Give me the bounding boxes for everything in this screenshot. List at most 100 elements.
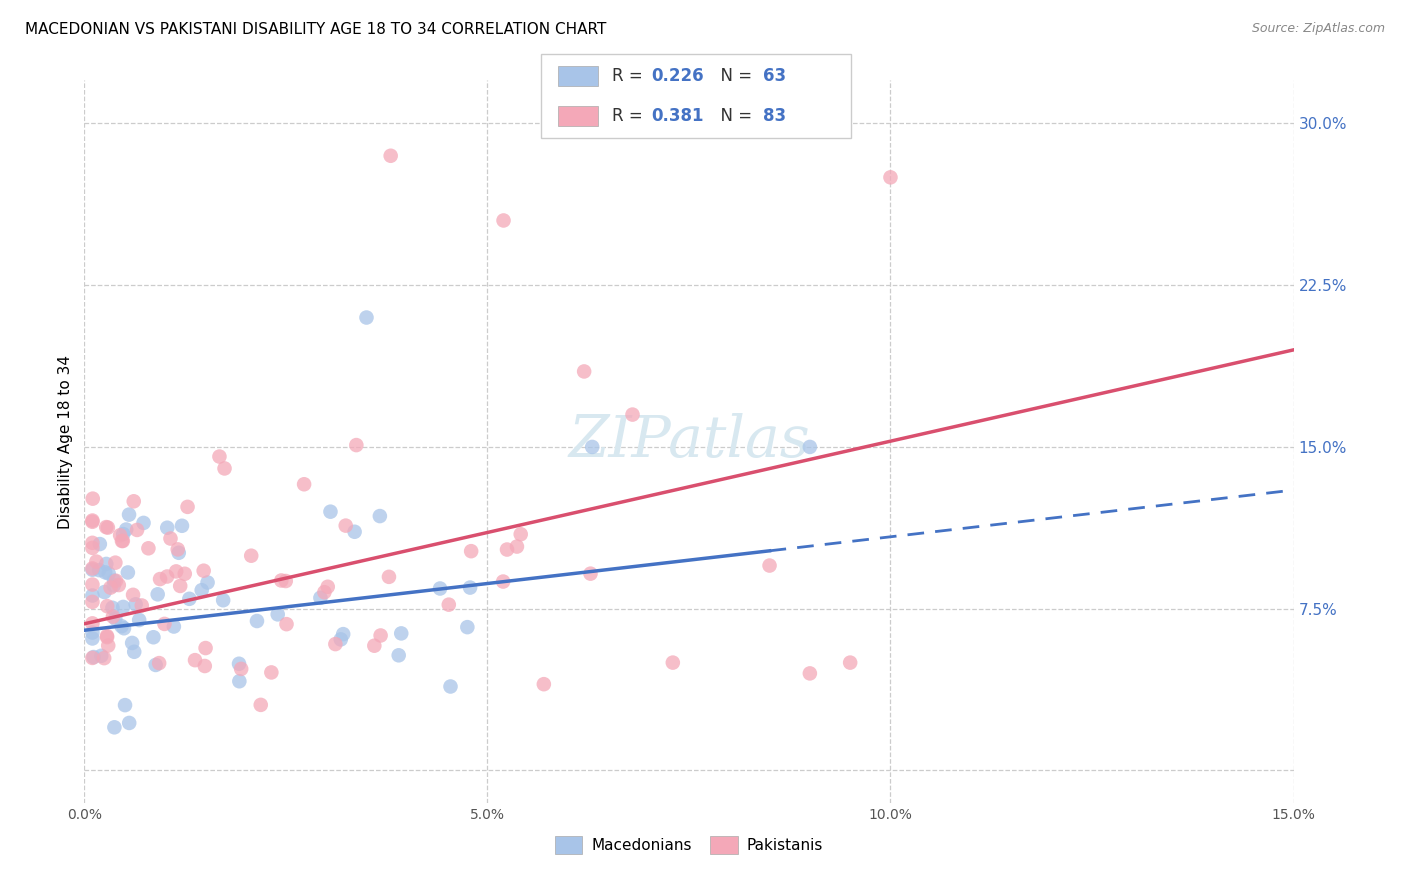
Text: 0.226: 0.226	[651, 67, 703, 85]
Point	[437, 598, 460, 612]
Text: N =: N =	[710, 107, 758, 125]
Point	[89, 537, 111, 551]
Point	[506, 540, 529, 554]
Point	[335, 518, 357, 533]
Point	[839, 656, 862, 670]
Point	[142, 630, 165, 644]
Point	[190, 583, 212, 598]
Point	[316, 580, 339, 594]
Point	[117, 566, 139, 580]
Text: ZIPatlas: ZIPatlas	[568, 413, 810, 470]
Text: 83: 83	[763, 107, 786, 125]
Point	[148, 656, 170, 670]
Point	[149, 572, 172, 586]
Point	[82, 632, 104, 646]
Point	[82, 515, 104, 529]
Point	[82, 563, 104, 577]
Point	[879, 170, 901, 185]
Point	[156, 521, 179, 535]
Point	[96, 520, 118, 534]
Point	[439, 680, 461, 694]
Point	[101, 609, 124, 624]
Point	[114, 698, 136, 712]
Point	[572, 364, 595, 378]
Point	[107, 578, 129, 592]
Point	[179, 591, 201, 606]
Point	[319, 505, 342, 519]
Point	[274, 574, 297, 588]
Point	[101, 600, 124, 615]
Point	[97, 566, 120, 581]
Point	[82, 491, 104, 506]
Point	[344, 438, 367, 452]
Y-axis label: Disability Age 18 to 34: Disability Age 18 to 34	[58, 354, 73, 529]
Point	[122, 588, 145, 602]
Point	[96, 630, 118, 644]
Point	[173, 566, 195, 581]
Point	[90, 648, 112, 663]
Point	[115, 523, 138, 537]
Point	[97, 639, 120, 653]
Point	[380, 149, 402, 163]
Point	[100, 581, 122, 595]
Point	[145, 657, 167, 672]
Point	[228, 657, 250, 671]
Point	[170, 518, 193, 533]
Point	[128, 613, 150, 627]
Point	[82, 514, 104, 528]
Point	[429, 582, 451, 596]
Point	[156, 569, 179, 583]
Point	[167, 546, 190, 560]
Point	[104, 556, 127, 570]
Point	[194, 659, 217, 673]
Point	[260, 665, 283, 680]
Point	[581, 440, 603, 454]
Point	[94, 566, 117, 580]
Point	[492, 213, 515, 227]
Text: N =: N =	[710, 67, 758, 85]
Point	[82, 536, 104, 550]
Point	[96, 557, 118, 571]
Point	[496, 542, 519, 557]
Text: 63: 63	[763, 67, 786, 85]
Point	[103, 578, 125, 592]
Point	[124, 597, 146, 611]
Point	[111, 533, 134, 548]
Text: MACEDONIAN VS PAKISTANI DISABILITY AGE 18 TO 34 CORRELATION CHART: MACEDONIAN VS PAKISTANI DISABILITY AGE 1…	[25, 22, 606, 37]
Point	[165, 565, 187, 579]
Point	[194, 641, 217, 656]
Point	[82, 625, 104, 640]
Point	[231, 662, 253, 676]
Point	[325, 637, 347, 651]
Point	[758, 558, 780, 573]
Point	[212, 593, 235, 607]
Text: R =: R =	[612, 107, 648, 125]
Point	[332, 627, 354, 641]
Point	[314, 585, 336, 599]
Point	[368, 509, 391, 524]
Point	[509, 527, 531, 541]
Point	[138, 541, 160, 556]
Point	[103, 574, 125, 588]
Point	[246, 614, 269, 628]
Point	[82, 561, 104, 575]
Text: Source: ZipAtlas.com: Source: ZipAtlas.com	[1251, 22, 1385, 36]
Point	[122, 494, 145, 508]
Point	[118, 715, 141, 730]
Point	[111, 533, 134, 548]
Point	[118, 508, 141, 522]
Point	[104, 612, 127, 626]
Point	[292, 477, 315, 491]
Point	[82, 651, 104, 665]
Point	[267, 607, 290, 622]
Point	[176, 500, 198, 514]
Point	[228, 674, 250, 689]
Point	[104, 574, 127, 588]
Point	[208, 450, 231, 464]
Point	[131, 599, 153, 613]
Point	[96, 599, 118, 614]
Point	[370, 628, 392, 642]
Point	[799, 666, 821, 681]
Point	[89, 563, 111, 577]
Point	[93, 651, 115, 665]
